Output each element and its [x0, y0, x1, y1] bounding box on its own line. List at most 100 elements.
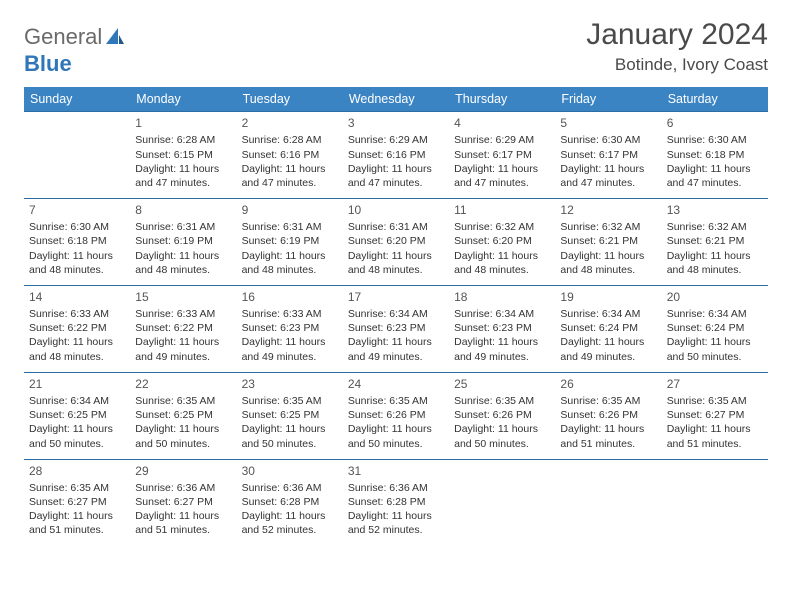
- weekday-header: Friday: [555, 87, 661, 112]
- calendar-day-cell: 7Sunrise: 6:30 AMSunset: 6:18 PMDaylight…: [24, 199, 130, 286]
- calendar-day-cell: 2Sunrise: 6:28 AMSunset: 6:16 PMDaylight…: [237, 112, 343, 199]
- sunset-text: Sunset: 6:18 PM: [667, 148, 763, 162]
- day-number: 12: [560, 202, 656, 218]
- calendar-day-cell: [449, 459, 555, 545]
- sunrise-text: Sunrise: 6:32 AM: [454, 220, 550, 234]
- daylight-text: Daylight: 11 hours and 51 minutes.: [135, 509, 231, 537]
- day-number: 4: [454, 115, 550, 131]
- weekday-header: Monday: [130, 87, 236, 112]
- daylight-text: Daylight: 11 hours and 47 minutes.: [560, 162, 656, 190]
- day-number: 16: [242, 289, 338, 305]
- title-block: January 2024 Botinde, Ivory Coast: [586, 18, 768, 75]
- daylight-text: Daylight: 11 hours and 50 minutes.: [135, 422, 231, 450]
- sunset-text: Sunset: 6:17 PM: [454, 148, 550, 162]
- sunrise-text: Sunrise: 6:28 AM: [135, 133, 231, 147]
- calendar-day-cell: 16Sunrise: 6:33 AMSunset: 6:23 PMDayligh…: [237, 285, 343, 372]
- daylight-text: Daylight: 11 hours and 50 minutes.: [242, 422, 338, 450]
- calendar-day-cell: 31Sunrise: 6:36 AMSunset: 6:28 PMDayligh…: [343, 459, 449, 545]
- sunrise-text: Sunrise: 6:32 AM: [667, 220, 763, 234]
- sunrise-text: Sunrise: 6:30 AM: [29, 220, 125, 234]
- calendar-page: General Blue January 2024 Botinde, Ivory…: [0, 0, 792, 564]
- calendar-day-cell: 4Sunrise: 6:29 AMSunset: 6:17 PMDaylight…: [449, 112, 555, 199]
- sunrise-text: Sunrise: 6:35 AM: [348, 394, 444, 408]
- sunrise-text: Sunrise: 6:32 AM: [560, 220, 656, 234]
- sunset-text: Sunset: 6:25 PM: [242, 408, 338, 422]
- sunset-text: Sunset: 6:16 PM: [348, 148, 444, 162]
- weekday-header: Saturday: [662, 87, 768, 112]
- calendar-day-cell: [24, 112, 130, 199]
- sunset-text: Sunset: 6:21 PM: [667, 234, 763, 248]
- sunrise-text: Sunrise: 6:35 AM: [454, 394, 550, 408]
- calendar-day-cell: 25Sunrise: 6:35 AMSunset: 6:26 PMDayligh…: [449, 372, 555, 459]
- sunset-text: Sunset: 6:15 PM: [135, 148, 231, 162]
- daylight-text: Daylight: 11 hours and 48 minutes.: [560, 249, 656, 277]
- sunset-text: Sunset: 6:23 PM: [454, 321, 550, 335]
- daylight-text: Daylight: 11 hours and 49 minutes.: [454, 335, 550, 363]
- calendar-week-row: 21Sunrise: 6:34 AMSunset: 6:25 PMDayligh…: [24, 372, 768, 459]
- sunrise-text: Sunrise: 6:33 AM: [135, 307, 231, 321]
- day-number: 6: [667, 115, 763, 131]
- sunrise-text: Sunrise: 6:36 AM: [135, 481, 231, 495]
- sunrise-text: Sunrise: 6:31 AM: [242, 220, 338, 234]
- daylight-text: Daylight: 11 hours and 50 minutes.: [348, 422, 444, 450]
- calendar-week-row: 7Sunrise: 6:30 AMSunset: 6:18 PMDaylight…: [24, 199, 768, 286]
- daylight-text: Daylight: 11 hours and 49 minutes.: [242, 335, 338, 363]
- sunset-text: Sunset: 6:17 PM: [560, 148, 656, 162]
- sunset-text: Sunset: 6:21 PM: [560, 234, 656, 248]
- sunset-text: Sunset: 6:28 PM: [348, 495, 444, 509]
- day-number: 10: [348, 202, 444, 218]
- calendar-day-cell: 13Sunrise: 6:32 AMSunset: 6:21 PMDayligh…: [662, 199, 768, 286]
- daylight-text: Daylight: 11 hours and 52 minutes.: [242, 509, 338, 537]
- daylight-text: Daylight: 11 hours and 50 minutes.: [667, 335, 763, 363]
- calendar-day-cell: 3Sunrise: 6:29 AMSunset: 6:16 PMDaylight…: [343, 112, 449, 199]
- sunrise-text: Sunrise: 6:35 AM: [242, 394, 338, 408]
- day-number: 19: [560, 289, 656, 305]
- sunrise-text: Sunrise: 6:34 AM: [560, 307, 656, 321]
- daylight-text: Daylight: 11 hours and 49 minutes.: [560, 335, 656, 363]
- calendar-day-cell: 17Sunrise: 6:34 AMSunset: 6:23 PMDayligh…: [343, 285, 449, 372]
- sunset-text: Sunset: 6:27 PM: [667, 408, 763, 422]
- day-number: 21: [29, 376, 125, 392]
- calendar-day-cell: 19Sunrise: 6:34 AMSunset: 6:24 PMDayligh…: [555, 285, 661, 372]
- sunrise-text: Sunrise: 6:29 AM: [348, 133, 444, 147]
- sunrise-text: Sunrise: 6:34 AM: [348, 307, 444, 321]
- day-number: 18: [454, 289, 550, 305]
- sunset-text: Sunset: 6:27 PM: [29, 495, 125, 509]
- day-number: 15: [135, 289, 231, 305]
- calendar-day-cell: 20Sunrise: 6:34 AMSunset: 6:24 PMDayligh…: [662, 285, 768, 372]
- month-title: January 2024: [586, 18, 768, 51]
- sunset-text: Sunset: 6:25 PM: [135, 408, 231, 422]
- sunset-text: Sunset: 6:19 PM: [242, 234, 338, 248]
- day-number: 17: [348, 289, 444, 305]
- daylight-text: Daylight: 11 hours and 51 minutes.: [667, 422, 763, 450]
- sunrise-text: Sunrise: 6:29 AM: [454, 133, 550, 147]
- sunset-text: Sunset: 6:25 PM: [29, 408, 125, 422]
- sunrise-text: Sunrise: 6:28 AM: [242, 133, 338, 147]
- daylight-text: Daylight: 11 hours and 49 minutes.: [348, 335, 444, 363]
- sunrise-text: Sunrise: 6:30 AM: [560, 133, 656, 147]
- calendar-day-cell: 18Sunrise: 6:34 AMSunset: 6:23 PMDayligh…: [449, 285, 555, 372]
- calendar-day-cell: 9Sunrise: 6:31 AMSunset: 6:19 PMDaylight…: [237, 199, 343, 286]
- calendar-day-cell: 28Sunrise: 6:35 AMSunset: 6:27 PMDayligh…: [24, 459, 130, 545]
- day-number: 5: [560, 115, 656, 131]
- daylight-text: Daylight: 11 hours and 48 minutes.: [135, 249, 231, 277]
- sail-icon: [105, 25, 125, 51]
- sunrise-text: Sunrise: 6:34 AM: [667, 307, 763, 321]
- day-number: 11: [454, 202, 550, 218]
- calendar-day-cell: 30Sunrise: 6:36 AMSunset: 6:28 PMDayligh…: [237, 459, 343, 545]
- day-number: 22: [135, 376, 231, 392]
- page-header: General Blue January 2024 Botinde, Ivory…: [24, 18, 768, 77]
- sunrise-text: Sunrise: 6:35 AM: [667, 394, 763, 408]
- calendar-day-cell: 22Sunrise: 6:35 AMSunset: 6:25 PMDayligh…: [130, 372, 236, 459]
- sunset-text: Sunset: 6:16 PM: [242, 148, 338, 162]
- sunrise-text: Sunrise: 6:36 AM: [242, 481, 338, 495]
- calendar-day-cell: 8Sunrise: 6:31 AMSunset: 6:19 PMDaylight…: [130, 199, 236, 286]
- calendar-day-cell: 23 Sunrise: 6:35 AMSunset: 6:25 PMDayligh…: [237, 372, 343, 459]
- day-number: 2: [242, 115, 338, 131]
- daylight-text: Daylight: 11 hours and 50 minutes.: [454, 422, 550, 450]
- daylight-text: Daylight: 11 hours and 51 minutes.: [560, 422, 656, 450]
- sunrise-text: Sunrise: 6:33 AM: [29, 307, 125, 321]
- day-number: 23: [242, 376, 338, 392]
- day-number: 30: [242, 463, 338, 479]
- sunset-text: Sunset: 6:26 PM: [454, 408, 550, 422]
